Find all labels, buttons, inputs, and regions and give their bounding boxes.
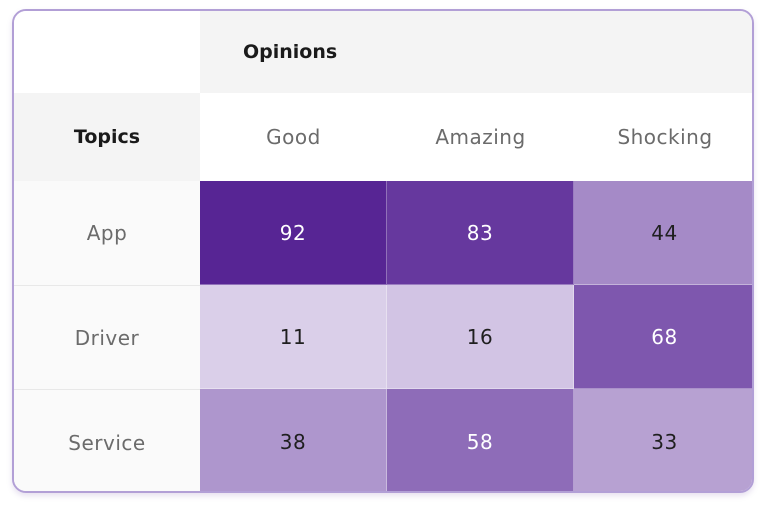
heatmap-cell-driver-amazing: 16 — [387, 285, 574, 389]
column-group-header: Opinions — [200, 11, 752, 93]
heatmap-cell-app-shocking: 44 — [574, 181, 752, 285]
column-header-good: Good — [200, 93, 387, 181]
row-header-label: Topics — [14, 93, 200, 181]
corner-cell — [14, 11, 200, 93]
row-label-service: Service — [14, 389, 200, 491]
heatmap-cell-service-good: 38 — [200, 389, 387, 491]
column-header-shocking: Shocking — [574, 93, 752, 181]
heatmap-cell-driver-good: 11 — [200, 285, 387, 389]
row-label-app: App — [14, 181, 200, 285]
heatmap-cell-app-amazing: 83 — [387, 181, 574, 285]
heatmap-card: Opinions Topics Good Amazing Shocking Ap… — [12, 9, 754, 493]
heatmap-grid: Opinions Topics Good Amazing Shocking Ap… — [14, 11, 752, 491]
column-header-amazing: Amazing — [387, 93, 574, 181]
row-label-driver: Driver — [14, 285, 200, 389]
heatmap-cell-driver-shocking: 68 — [574, 285, 752, 389]
heatmap-cell-service-shocking: 33 — [574, 389, 752, 491]
heatmap-cell-app-good: 92 — [200, 181, 387, 285]
heatmap-cell-service-amazing: 58 — [387, 389, 574, 491]
